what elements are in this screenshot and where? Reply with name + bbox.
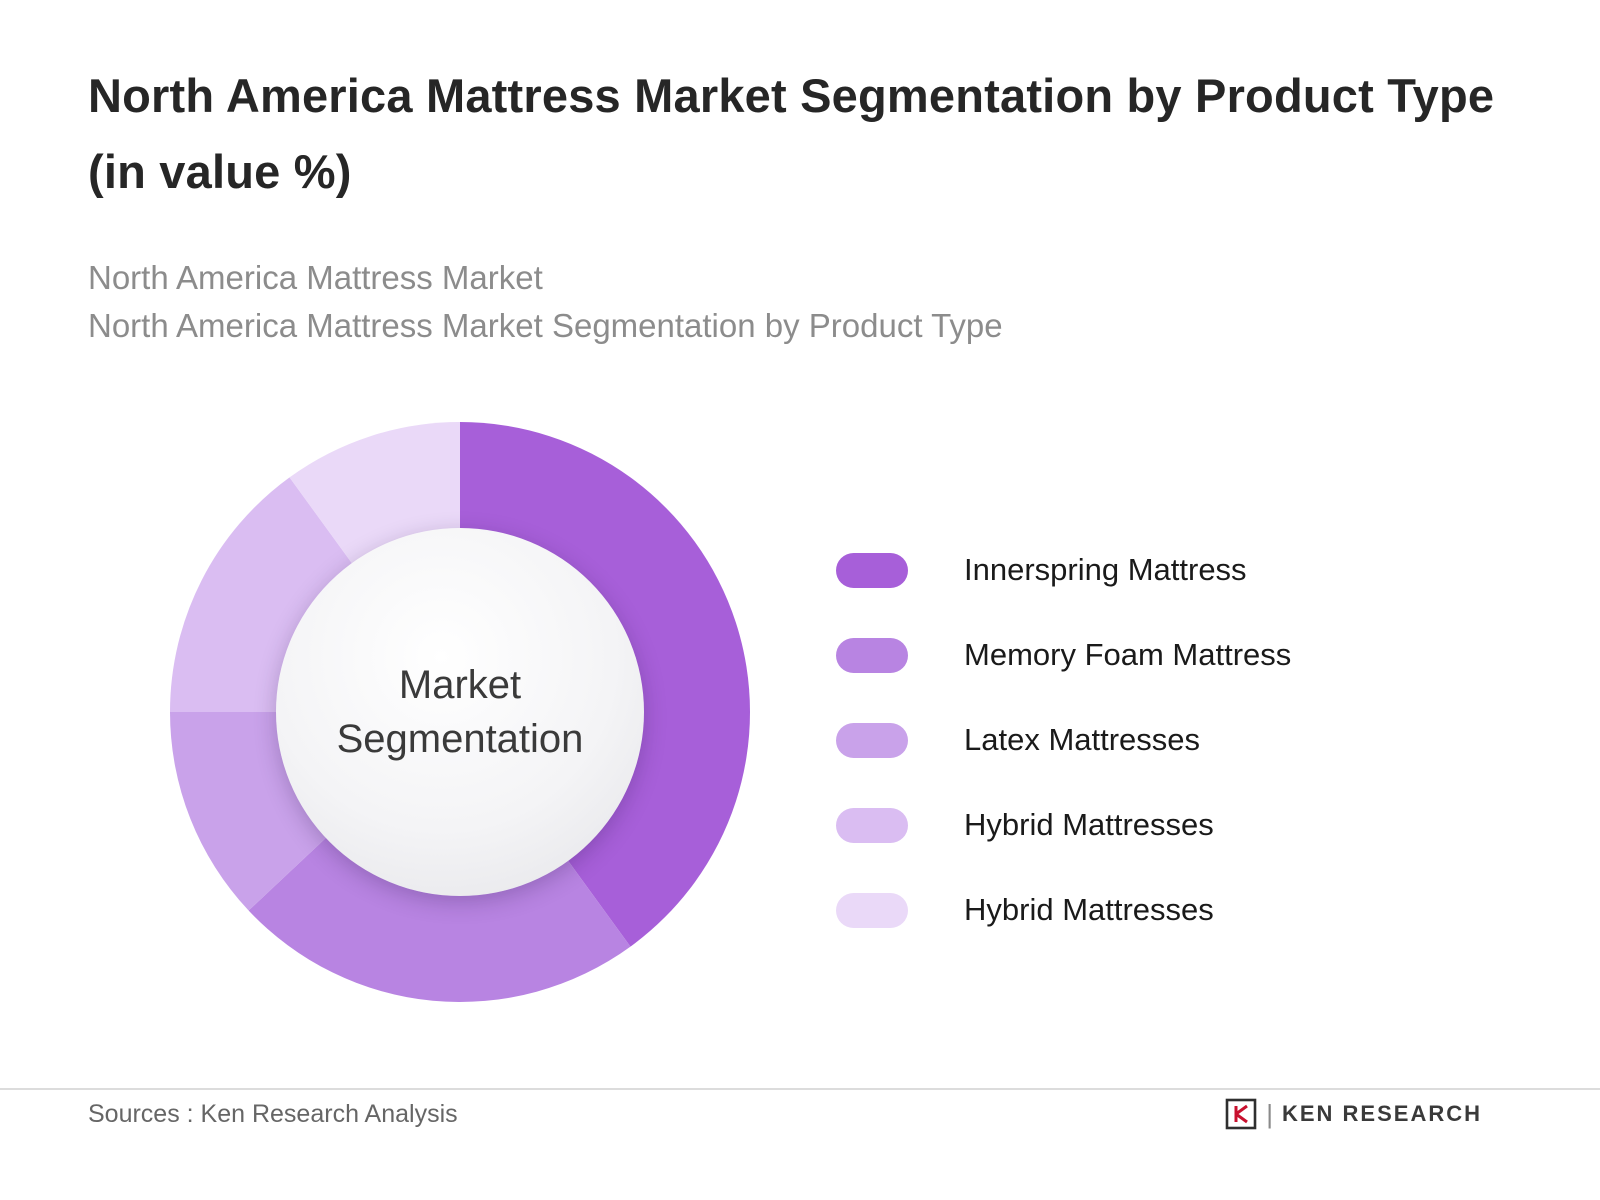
legend-item: Innerspring Mattress bbox=[836, 552, 1291, 588]
donut-center: Market Segmentation bbox=[276, 528, 644, 896]
ken-research-logo-icon bbox=[1225, 1098, 1257, 1130]
legend-swatch bbox=[836, 552, 908, 588]
brand-separator: | bbox=[1266, 1098, 1273, 1129]
brand-logo: | KEN RESEARCH bbox=[1225, 1097, 1482, 1131]
subtitle-line-2: North America Mattress Market Segmentati… bbox=[88, 306, 1003, 344]
legend-swatch bbox=[836, 722, 908, 758]
source-text: Sources : Ken Research Analysis bbox=[88, 1100, 458, 1128]
legend-item: Memory Foam Mattress bbox=[836, 637, 1291, 673]
chart-subtitle: North America Mattress Market North Amer… bbox=[88, 254, 1388, 350]
brand-name: KEN RESEARCH bbox=[1281, 1101, 1482, 1126]
legend-label: Memory Foam Mattress bbox=[964, 637, 1292, 672]
legend-label: Hybrid Mattresses bbox=[964, 892, 1214, 927]
legend-label: Innerspring Mattress bbox=[964, 552, 1247, 587]
subtitle-line-1: North America Mattress Market bbox=[88, 259, 543, 296]
legend-swatch bbox=[836, 807, 908, 843]
legend-item: Latex Mattresses bbox=[836, 722, 1291, 758]
donut-chart: Market Segmentation bbox=[168, 420, 752, 1004]
footer-divider bbox=[0, 1088, 1600, 1090]
page-title: North America Mattress Market Segmentati… bbox=[88, 69, 1495, 199]
legend-swatch bbox=[836, 892, 908, 928]
legend: Innerspring Mattress Memory Foam Mattress… bbox=[836, 552, 1291, 977]
donut-center-label: Market Segmentation bbox=[336, 663, 584, 761]
legend-item: Hybrid Mattresses bbox=[836, 807, 1291, 843]
legend-label: Hybrid Mattresses bbox=[964, 807, 1214, 842]
legend-label: Latex Mattresses bbox=[964, 722, 1201, 757]
legend-item: Hybrid Mattresses bbox=[836, 892, 1291, 928]
legend-swatch bbox=[836, 637, 908, 673]
